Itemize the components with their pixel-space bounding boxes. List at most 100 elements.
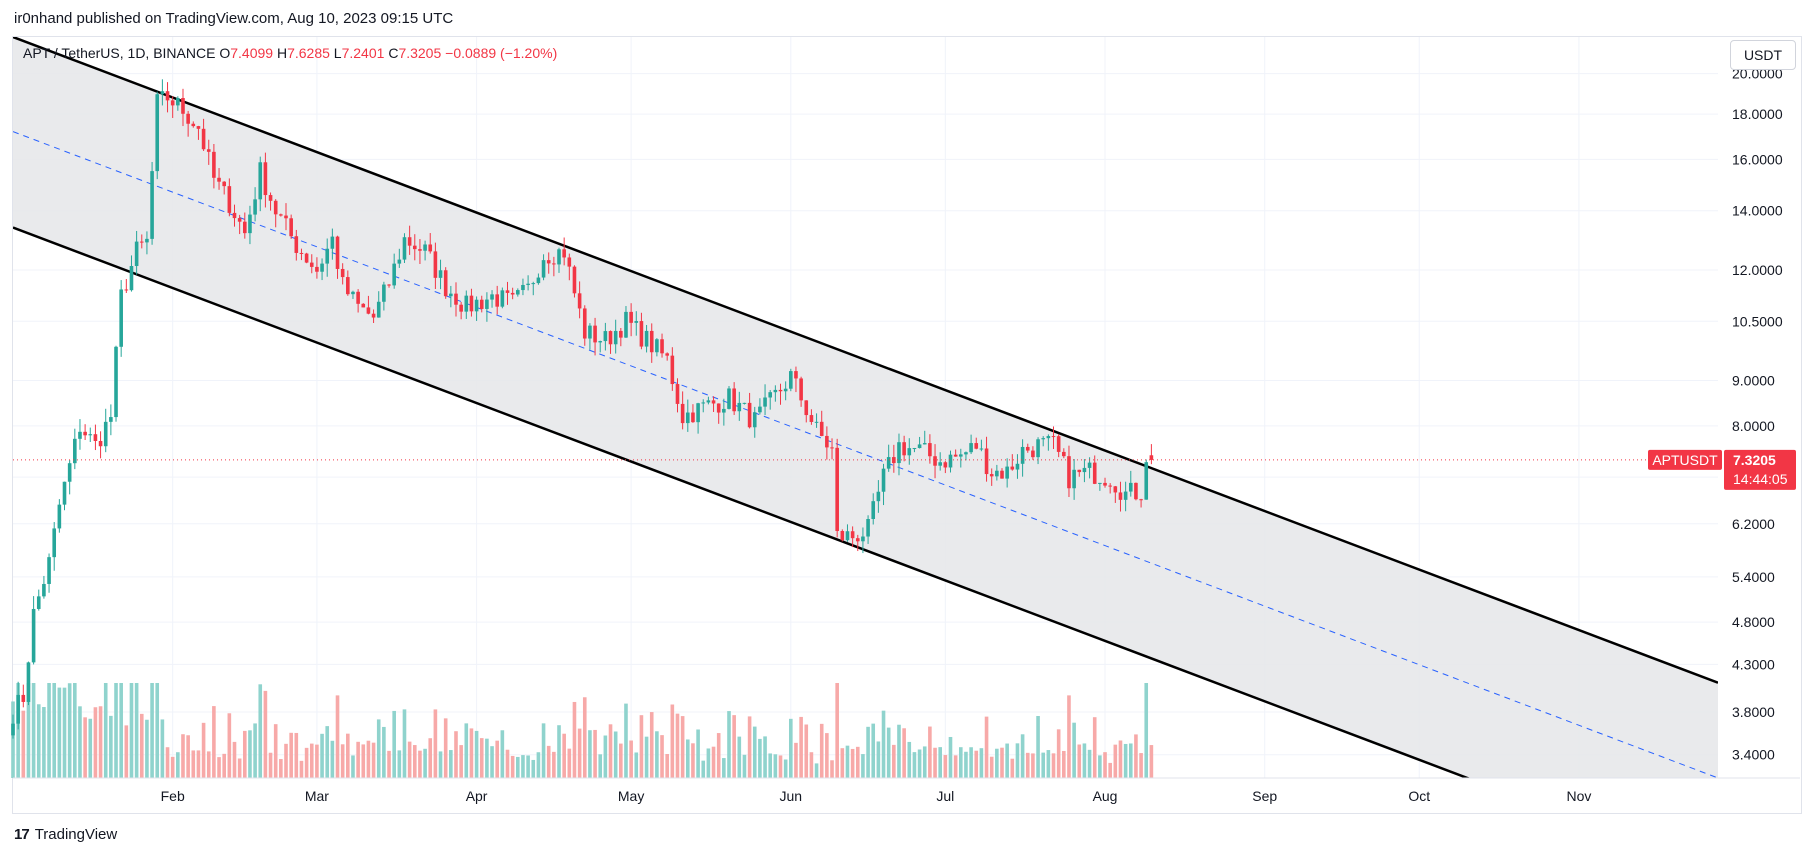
volume-bar	[407, 741, 412, 778]
volume-bar	[201, 722, 206, 778]
volume-bar	[861, 754, 865, 778]
volume-bar	[670, 704, 675, 778]
candle-body	[1025, 446, 1030, 451]
currency-button[interactable]: USDT	[1730, 40, 1796, 70]
volume-bar	[763, 736, 767, 778]
candle-body	[984, 448, 989, 475]
candle-body	[114, 346, 118, 418]
candle-body	[516, 290, 520, 295]
candle-body	[1000, 470, 1004, 479]
candle-body	[948, 454, 953, 468]
candle-body	[356, 291, 360, 304]
volume-bar	[1139, 753, 1143, 778]
legend-low: 7.2401	[341, 45, 385, 61]
volume-bar	[1015, 743, 1020, 778]
volume-bar	[577, 728, 582, 778]
volume-bar	[582, 697, 587, 778]
candle-body	[160, 91, 165, 95]
candle-body	[382, 284, 386, 302]
candle-body	[26, 662, 31, 702]
candle-body	[958, 454, 963, 457]
volume-bar	[1108, 762, 1112, 778]
volume-bar	[356, 741, 360, 778]
candle-body	[392, 263, 396, 286]
candle-body	[953, 454, 958, 457]
volume-bar	[1092, 717, 1097, 778]
volume-bar	[866, 726, 870, 778]
candle-body	[995, 470, 999, 477]
candle-body	[165, 91, 170, 101]
volume-bar	[459, 745, 463, 778]
volume-bar	[139, 713, 144, 778]
volume-bar	[922, 746, 927, 778]
volume-bar	[495, 740, 500, 778]
volume-bar	[1025, 752, 1030, 778]
candle-body	[1113, 486, 1118, 493]
candle-body	[840, 531, 845, 541]
volume-bar	[397, 750, 402, 778]
candle-body	[253, 199, 257, 215]
volume-bar	[376, 719, 381, 778]
legend-close: 7.3205	[398, 45, 442, 61]
candle-body	[629, 311, 633, 323]
volume-bar	[222, 753, 226, 778]
x-tick-label: Jun	[780, 788, 803, 804]
volume-bar	[1067, 695, 1071, 778]
candle-body	[145, 238, 149, 243]
candle-body	[284, 215, 288, 219]
volume-bar	[675, 713, 680, 778]
volume-bar	[232, 741, 237, 778]
candle-body	[732, 388, 736, 412]
chart-frame	[12, 36, 1802, 814]
volume-bar	[660, 735, 664, 778]
candle-body	[814, 421, 819, 423]
volume-bar	[691, 743, 695, 778]
volume-bar	[685, 739, 690, 778]
volume-bar	[948, 736, 953, 778]
volume-bar	[16, 683, 20, 778]
candle-body	[371, 313, 376, 318]
volume-bar	[479, 738, 484, 778]
volume-bar	[881, 710, 886, 778]
candle-body	[1123, 491, 1128, 500]
y-tick-label: 3.8000	[1732, 704, 1775, 720]
candle-body	[438, 270, 443, 278]
price-tag-countdown: 14:44:05	[1733, 471, 1788, 487]
candle-body	[412, 245, 417, 250]
candle-body	[315, 266, 319, 272]
candle-body	[454, 293, 458, 305]
candle-body	[1108, 485, 1112, 487]
candle-body	[340, 268, 345, 278]
volume-bar	[1062, 750, 1066, 778]
volume-bar	[552, 751, 556, 778]
volume-bar	[613, 731, 618, 778]
tradingview-brand[interactable]: 17 TradingView	[14, 826, 117, 843]
volume-bar	[315, 744, 319, 778]
y-tick-label: 14.0000	[1732, 203, 1783, 219]
candle-body	[464, 295, 469, 312]
volume-bar	[42, 707, 46, 778]
legend-low-key: L	[333, 45, 342, 61]
candle-body	[933, 456, 937, 466]
volume-bar	[1077, 744, 1082, 778]
volume-bar	[392, 710, 396, 778]
volume-bar	[485, 738, 489, 778]
volume-bar	[109, 715, 113, 778]
candle-body	[423, 244, 427, 251]
candle-body	[819, 421, 824, 436]
volume-bar	[206, 751, 211, 778]
volume-bar	[443, 718, 448, 778]
candle-body	[685, 412, 690, 424]
candle-body	[490, 294, 494, 300]
candle-body	[783, 388, 788, 392]
candle-body	[825, 435, 829, 448]
volume-bar	[500, 730, 505, 778]
candle-body	[124, 289, 129, 291]
volume-bar	[366, 740, 371, 778]
candle-body	[279, 214, 283, 216]
candle-body	[201, 128, 206, 150]
candle-body	[88, 434, 93, 436]
candle-body	[974, 443, 979, 449]
legend-high: 7.6285	[287, 45, 330, 61]
